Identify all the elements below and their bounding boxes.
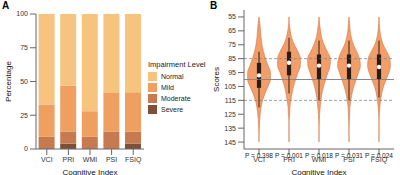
html-text:Impairment Level: Impairment Level: [148, 59, 206, 69]
svg-text:FSIQ: FSIQ: [370, 156, 388, 163]
svg-text:PSI: PSI: [106, 156, 117, 163]
html-text:Moderate: Moderate: [161, 94, 191, 102]
svg-text:85: 85: [228, 55, 236, 62]
svg-text:Cognitive Index: Cognitive Index: [62, 168, 117, 175]
svg-text:FSIQ: FSIQ: [125, 156, 142, 164]
svg-text:50: 50: [20, 78, 28, 85]
html-text:Mild: Mild: [161, 83, 174, 91]
svg-text:25: 25: [20, 112, 28, 119]
svg-text:95: 95: [228, 69, 236, 76]
html-text:A: A: [2, 0, 10, 11]
svg-text:WMI: WMI: [311, 156, 327, 163]
html-text:Normal: Normal: [161, 72, 184, 80]
svg-text:100: 100: [16, 10, 28, 17]
svg-text:PRI: PRI: [283, 156, 295, 163]
svg-text:135: 135: [224, 125, 236, 132]
svg-text:0: 0: [24, 145, 28, 152]
svg-text:VCI: VCI: [253, 156, 265, 163]
svg-text:75: 75: [20, 44, 28, 51]
html-text:Severe: Severe: [161, 105, 184, 113]
svg-text:P = 0.398: P = 0.398: [245, 152, 273, 159]
svg-text:115: 115: [225, 97, 236, 104]
svg-text:125: 125: [224, 111, 236, 118]
svg-text:WMI: WMI: [83, 156, 97, 163]
svg-text:55: 55: [228, 13, 236, 20]
svg-text:Scores: Scores: [212, 67, 221, 92]
svg-text:Percentage: Percentage: [8, 60, 13, 101]
svg-text:145: 145: [224, 139, 236, 146]
svg-text:PRI: PRI: [63, 156, 75, 163]
html-text:B: B: [210, 0, 218, 11]
svg-text:105: 105: [224, 83, 236, 90]
svg-text:Cognitive Index: Cognitive Index: [291, 168, 346, 175]
svg-text:PSI: PSI: [343, 156, 355, 163]
svg-text:75: 75: [228, 41, 236, 48]
svg-text:P = 0.024: P = 0.024: [365, 152, 392, 159]
svg-text:VCI: VCI: [41, 156, 53, 163]
svg-text:P = 0.001: P = 0.001: [275, 152, 303, 159]
svg-text:P = 0.018: P = 0.018: [305, 152, 333, 159]
svg-text:P = 0.031: P = 0.031: [335, 152, 363, 159]
svg-text:65: 65: [228, 27, 236, 34]
